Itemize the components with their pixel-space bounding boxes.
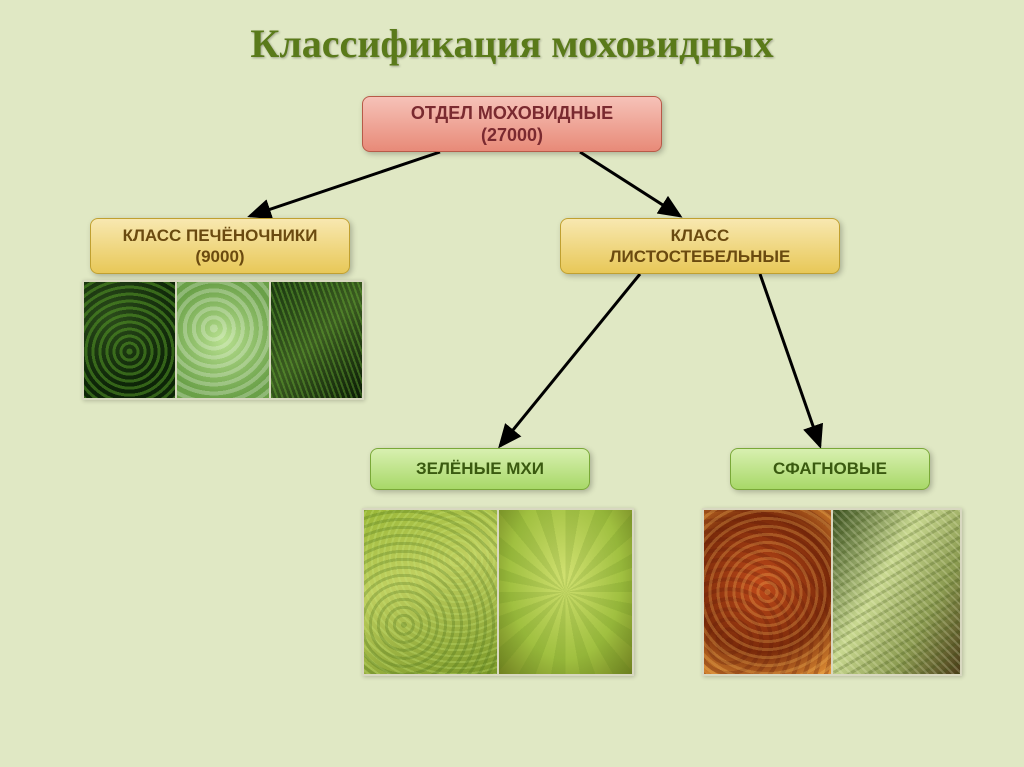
image-strip-sphagnum <box>702 508 962 676</box>
liverwort-image-2 <box>175 282 268 398</box>
root-node: ОТДЕЛ МОХОВИДНЫЕ(27000) <box>362 96 662 152</box>
sphagnum-image-1 <box>704 510 831 674</box>
leaf-green-moss-node: ЗЕЛЁНЫЕ МХИ <box>370 448 590 490</box>
leaf-green-moss-label: ЗЕЛЁНЫЕ МХИ <box>416 458 544 479</box>
liverwort-image-1 <box>84 282 175 398</box>
green-moss-image-2 <box>497 510 632 674</box>
leaf-sphagnum-label: СФАГНОВЫЕ <box>773 458 887 479</box>
class-liverworts-label: КЛАСС ПЕЧЁНОЧНИКИ(9000) <box>123 225 318 268</box>
class-leafy-node: КЛАССЛИСТОСТЕБЕЛЬНЫЕ <box>560 218 840 274</box>
slide: Классификация моховидных ОТДЕЛ МОХОВИДНЫ… <box>0 0 1024 767</box>
slide-title: Классификация моховидных <box>40 20 984 67</box>
leaf-sphagnum-node: СФАГНОВЫЕ <box>730 448 930 490</box>
root-label: ОТДЕЛ МОХОВИДНЫЕ(27000) <box>411 102 613 147</box>
green-moss-image-1 <box>364 510 497 674</box>
class-leafy-label: КЛАССЛИСТОСТЕБЕЛЬНЫЕ <box>610 225 791 268</box>
sphagnum-image-2 <box>831 510 960 674</box>
image-strip-green-moss <box>362 508 634 676</box>
liverwort-image-3 <box>269 282 362 398</box>
image-strip-liverworts <box>82 280 364 400</box>
class-liverworts-node: КЛАСС ПЕЧЁНОЧНИКИ(9000) <box>90 218 350 274</box>
